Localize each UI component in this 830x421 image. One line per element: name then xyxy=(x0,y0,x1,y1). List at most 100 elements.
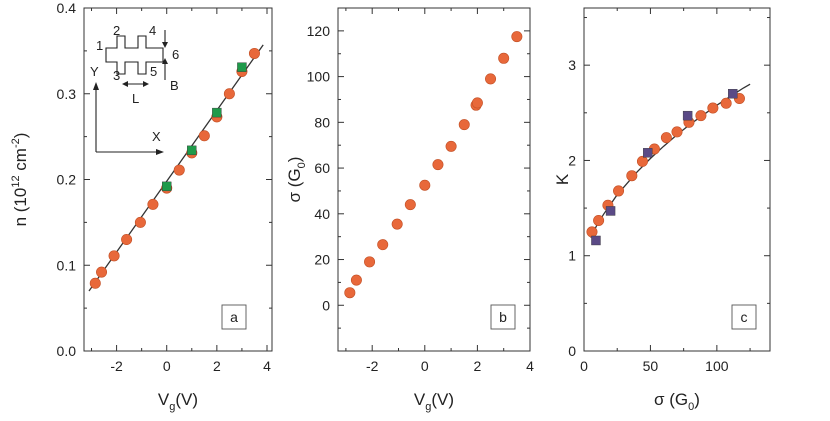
data-point-circle xyxy=(432,159,444,171)
data-point-circle xyxy=(720,97,732,109)
y-axis-label: n (1012 cm-2) xyxy=(10,133,30,227)
data-point-circle xyxy=(147,198,159,210)
data-point-circle xyxy=(404,199,416,211)
data-point-circle xyxy=(485,73,497,85)
inset-field-label: B xyxy=(170,78,179,93)
y-tick-label: 0.3 xyxy=(57,86,77,102)
panel-label-box xyxy=(221,304,247,330)
x-axis-arrow-head xyxy=(156,149,164,155)
data-point-circle xyxy=(344,287,356,299)
panel-label-box xyxy=(731,304,757,330)
x-axis-label: Vg(V) xyxy=(158,390,198,413)
plot-frame xyxy=(337,7,531,352)
data-point-circle xyxy=(377,239,389,251)
data-point-circle xyxy=(471,97,483,109)
data-point-circle xyxy=(134,216,146,228)
data-point-circle xyxy=(458,119,470,131)
y-tick-label: 60 xyxy=(314,160,330,176)
inset-axis-x-label: X xyxy=(152,129,161,144)
x-axis-label: σ (G0) xyxy=(654,390,700,413)
inset-label-6: 6 xyxy=(172,47,179,62)
y-tick-label: 0 xyxy=(568,343,576,359)
data-point-circle xyxy=(198,130,210,142)
y-axis-arrow-head xyxy=(93,82,99,90)
x-tick-label: 2 xyxy=(213,358,221,374)
data-point-circle xyxy=(121,234,133,246)
field-arrow-up-head xyxy=(162,58,168,64)
y-tick-label: 0.0 xyxy=(57,343,77,359)
data-point-square xyxy=(162,181,172,192)
x-tick-label: 4 xyxy=(263,358,271,374)
inset-label-5: 5 xyxy=(150,64,157,79)
data-point-circle xyxy=(695,110,707,122)
data-point-circle xyxy=(173,164,185,176)
plot-frame xyxy=(583,7,771,352)
y-tick-label: 100 xyxy=(307,69,331,85)
data-point-square xyxy=(212,107,222,118)
y-tick-label: 2 xyxy=(568,152,576,168)
data-point-circle xyxy=(586,226,598,238)
y-tick-label: 0 xyxy=(322,297,330,313)
data-point-square xyxy=(237,62,247,72)
panel-label: a xyxy=(230,309,238,325)
data-point-circle xyxy=(626,170,638,182)
data-point-circle xyxy=(108,250,120,262)
y-axis-label: σ (G0) xyxy=(285,157,308,203)
data-point-square xyxy=(728,89,738,99)
data-point-circle xyxy=(636,155,648,167)
data-point-circle xyxy=(391,218,403,230)
x-axis-label: Vg(V) xyxy=(414,390,454,413)
field-arrow-down-head xyxy=(162,42,168,48)
data-point-square xyxy=(682,110,693,121)
panel-a: -2 0 2 4 0.0 0.1 0.2 0.3 0.4 a Vg(V) n (1012 cm-2) xyxy=(10,0,273,413)
panel-c: 0 50 100 0 1 2 3 c σ (G0) K xyxy=(553,7,771,413)
data-point-circle xyxy=(498,52,510,64)
data-point-circle xyxy=(707,102,719,114)
x-tick-label: -2 xyxy=(110,358,123,374)
y-tick-label: 120 xyxy=(307,23,331,39)
data-point-circle xyxy=(419,179,431,191)
y-tick-label: 20 xyxy=(314,252,330,268)
x-tick-label: 0 xyxy=(163,358,171,374)
panel-label: b xyxy=(499,309,507,325)
inset-label-1: 1 xyxy=(96,38,103,53)
data-point-square xyxy=(591,235,601,246)
data-point-circle xyxy=(445,140,457,152)
data-point-circle xyxy=(671,126,683,138)
x-tick-label: 100 xyxy=(705,358,729,374)
inset-axis-y-label: Y xyxy=(90,64,99,79)
x-tick-label: 0 xyxy=(580,358,588,374)
y-tick-label: 0.2 xyxy=(57,172,77,188)
inset-label-4: 4 xyxy=(149,23,156,38)
x-tick-label: 0 xyxy=(421,358,429,374)
panel-label: c xyxy=(741,309,748,325)
data-point-circle xyxy=(660,132,672,144)
data-point-circle xyxy=(223,88,235,100)
data-point-square xyxy=(605,206,616,216)
x-tick-label: -2 xyxy=(366,358,379,374)
length-arrow-left-head xyxy=(122,81,128,87)
hall-bar-inset xyxy=(93,30,168,155)
data-point-circle xyxy=(364,256,376,268)
y-axis-label: K xyxy=(553,173,572,185)
data-point-square xyxy=(187,145,197,156)
length-arrow-right-head xyxy=(143,81,149,87)
data-point-circle xyxy=(511,31,523,43)
y-tick-label: 1 xyxy=(568,248,576,264)
data-point-circle xyxy=(350,274,362,286)
x-tick-label: 2 xyxy=(473,358,481,374)
inset-label-2: 2 xyxy=(113,23,120,38)
x-tick-label: 4 xyxy=(526,358,534,374)
data-point-circle xyxy=(593,214,605,226)
data-point-circle xyxy=(96,266,108,278)
y-tick-label: 3 xyxy=(568,57,576,73)
data-point-circle xyxy=(89,277,101,289)
y-tick-label: 40 xyxy=(314,206,330,222)
y-tick-label: 0.4 xyxy=(57,0,77,16)
x-tick-label: 50 xyxy=(643,358,659,374)
data-point-circle xyxy=(248,47,260,59)
inset-label-3: 3 xyxy=(113,68,120,83)
data-point-circle xyxy=(613,185,625,197)
